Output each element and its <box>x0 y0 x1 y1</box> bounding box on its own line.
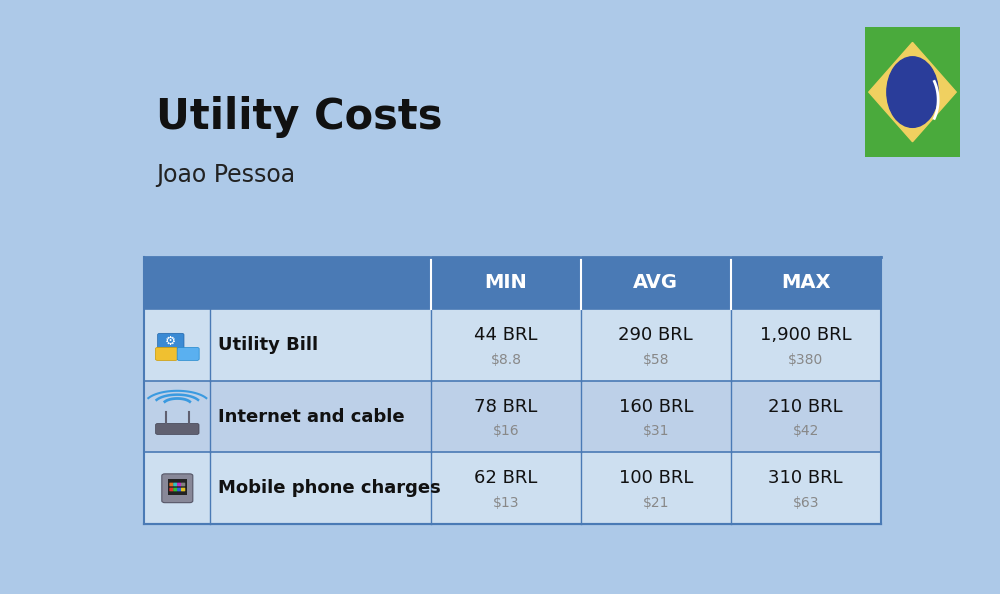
Circle shape <box>887 57 938 127</box>
FancyBboxPatch shape <box>168 479 187 495</box>
Text: $13: $13 <box>493 496 519 510</box>
Text: 210 BRL: 210 BRL <box>768 397 843 416</box>
FancyBboxPatch shape <box>158 333 184 350</box>
Text: Utility Costs: Utility Costs <box>156 96 442 138</box>
Polygon shape <box>869 42 956 142</box>
Text: 100 BRL: 100 BRL <box>619 469 693 487</box>
Text: 62 BRL: 62 BRL <box>474 469 538 487</box>
FancyBboxPatch shape <box>181 488 185 491</box>
Text: $31: $31 <box>643 424 669 438</box>
FancyBboxPatch shape <box>177 483 181 486</box>
Text: Internet and cable: Internet and cable <box>218 407 405 426</box>
FancyBboxPatch shape <box>169 488 174 491</box>
FancyBboxPatch shape <box>144 381 881 453</box>
FancyBboxPatch shape <box>162 474 193 503</box>
Text: $42: $42 <box>793 424 819 438</box>
FancyBboxPatch shape <box>210 257 431 309</box>
FancyBboxPatch shape <box>156 424 199 434</box>
Text: 310 BRL: 310 BRL <box>768 469 843 487</box>
Text: MAX: MAX <box>781 273 830 292</box>
Text: 290 BRL: 290 BRL <box>618 326 693 344</box>
Text: $380: $380 <box>788 353 823 366</box>
FancyBboxPatch shape <box>155 347 177 361</box>
Text: $8.8: $8.8 <box>491 353 522 366</box>
FancyBboxPatch shape <box>144 309 881 381</box>
FancyBboxPatch shape <box>169 483 174 486</box>
Text: $21: $21 <box>643 496 669 510</box>
FancyBboxPatch shape <box>173 483 178 486</box>
Text: 160 BRL: 160 BRL <box>619 397 693 416</box>
FancyBboxPatch shape <box>144 257 210 309</box>
FancyBboxPatch shape <box>181 483 185 486</box>
Text: Joao Pessoa: Joao Pessoa <box>156 163 295 187</box>
Text: Mobile phone charges: Mobile phone charges <box>218 479 441 497</box>
FancyBboxPatch shape <box>144 453 881 524</box>
Text: MIN: MIN <box>485 273 527 292</box>
FancyBboxPatch shape <box>177 347 199 361</box>
Text: 78 BRL: 78 BRL <box>474 397 538 416</box>
Text: ⚙: ⚙ <box>165 335 176 348</box>
Text: AVG: AVG <box>633 273 678 292</box>
Text: 44 BRL: 44 BRL <box>474 326 538 344</box>
Text: 1,900 BRL: 1,900 BRL <box>760 326 852 344</box>
FancyBboxPatch shape <box>865 27 960 157</box>
FancyBboxPatch shape <box>173 488 178 491</box>
Text: $58: $58 <box>643 353 669 366</box>
Text: Utility Bill: Utility Bill <box>218 336 318 354</box>
FancyBboxPatch shape <box>144 257 881 309</box>
Text: $16: $16 <box>493 424 519 438</box>
FancyBboxPatch shape <box>177 488 181 491</box>
Text: $63: $63 <box>792 496 819 510</box>
